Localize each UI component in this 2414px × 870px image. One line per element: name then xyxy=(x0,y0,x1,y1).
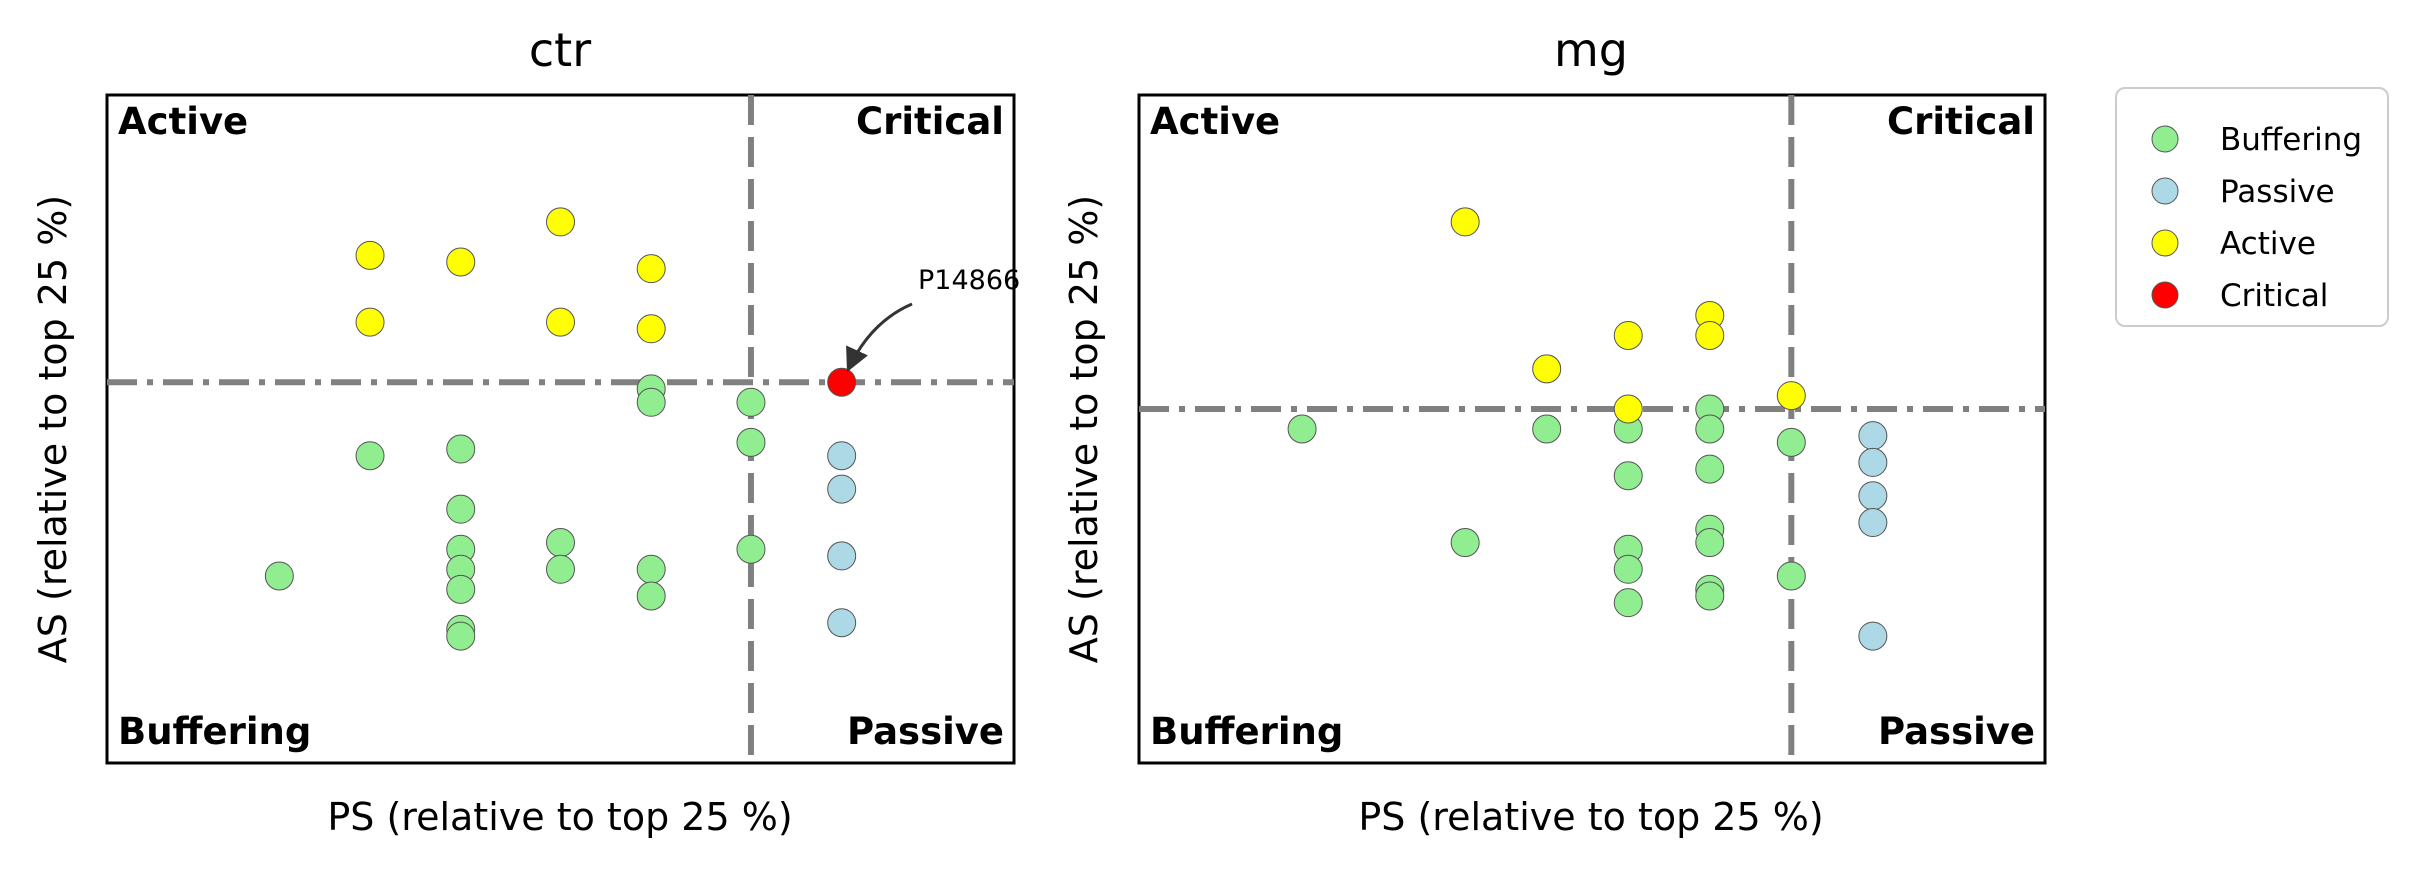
data-point-active xyxy=(355,307,385,337)
data-point-buffering xyxy=(546,554,575,584)
x-axis-label: PS (relative to top 25 %) xyxy=(327,795,792,839)
data-point-active xyxy=(1613,320,1643,350)
plot-frame xyxy=(105,93,1016,765)
legend-item-buffering: Buffering xyxy=(2151,122,2362,158)
data-point-buffering xyxy=(355,441,385,471)
panel-mg: mg Active Critical Buffering Passive PS … xyxy=(1062,23,2047,839)
quadrant-label-critical: Critical xyxy=(856,100,1004,143)
data-point-passive xyxy=(1858,447,1888,477)
data-point-active xyxy=(355,240,385,270)
legend-item-passive: Passive xyxy=(2151,174,2335,210)
chart-title: mg xyxy=(1554,23,1628,77)
legend-marker xyxy=(2151,177,2179,205)
data-point-active xyxy=(546,307,575,337)
quadrant-label-active: Active xyxy=(1150,100,1280,143)
points xyxy=(1287,207,1888,651)
legend-label: Active xyxy=(2220,226,2316,262)
data-point-passive xyxy=(827,608,857,638)
data-point-active xyxy=(1695,320,1725,350)
data-point-buffering xyxy=(1695,581,1725,611)
quadrant-label-passive: Passive xyxy=(847,710,1004,753)
quadrant-label-critical: Critical xyxy=(1887,100,2035,143)
chart-title: ctr xyxy=(529,23,591,77)
quadrant-label-passive: Passive xyxy=(1878,710,2035,753)
legend-marker xyxy=(2151,125,2179,153)
legend-item-critical: Critical xyxy=(2151,278,2328,314)
data-point-buffering xyxy=(1287,414,1317,444)
data-point-buffering xyxy=(1613,554,1643,584)
data-point-buffering xyxy=(446,574,476,604)
data-point-buffering xyxy=(1613,588,1643,618)
data-point-active xyxy=(636,254,666,284)
data-point-buffering xyxy=(1776,427,1806,457)
data-point-buffering xyxy=(636,554,666,584)
data-point-buffering xyxy=(1450,528,1480,558)
data-point-passive xyxy=(1858,481,1888,511)
data-point-buffering xyxy=(446,621,476,651)
data-point-buffering xyxy=(1695,528,1725,558)
legend: Buffering Passive Active Critical xyxy=(2115,87,2389,327)
threshold-lines xyxy=(1139,95,2045,763)
quadrant-label-buffering: Buffering xyxy=(1150,710,1343,753)
data-point-active xyxy=(636,314,666,344)
data-point-buffering xyxy=(1613,461,1643,491)
quadrant-label-active: Active xyxy=(118,100,248,143)
data-point-buffering xyxy=(264,561,294,591)
data-point-active xyxy=(546,207,575,237)
points xyxy=(264,207,857,651)
data-point-buffering xyxy=(736,427,766,457)
legend-label: Passive xyxy=(2220,174,2335,210)
quadrant-label-buffering: Buffering xyxy=(118,710,311,753)
data-point-buffering xyxy=(1776,561,1806,591)
data-point-buffering xyxy=(1532,414,1562,444)
data-point-buffering xyxy=(1695,414,1725,444)
data-point-buffering xyxy=(736,534,766,564)
data-point-passive xyxy=(827,474,857,504)
data-point-passive xyxy=(827,541,857,571)
data-point-buffering xyxy=(446,494,476,524)
data-point-passive xyxy=(1858,421,1888,451)
legend-item-active: Active xyxy=(2151,226,2316,262)
threshold-lines xyxy=(107,95,1014,763)
data-point-passive xyxy=(1858,508,1888,538)
y-axis-label: AS (relative to top 25 %) xyxy=(1062,195,1106,663)
data-point-active xyxy=(1776,381,1806,411)
data-point-active xyxy=(1532,354,1562,384)
legend-label: Buffering xyxy=(2220,122,2362,158)
legend-label: Critical xyxy=(2220,278,2328,314)
data-point-passive xyxy=(1858,621,1888,651)
panel-ctr: ctr Active Critical Buffering Passive P1… xyxy=(31,23,1020,839)
data-point-passive xyxy=(827,441,857,471)
x-axis-label: PS (relative to top 25 %) xyxy=(1358,795,1823,839)
data-point-buffering xyxy=(446,434,476,464)
legend-frame xyxy=(2115,87,2389,327)
data-point-critical xyxy=(827,367,857,397)
data-point-buffering xyxy=(1695,454,1725,484)
data-point-buffering xyxy=(546,528,575,558)
plot-frame xyxy=(1137,93,2047,765)
y-axis-label: AS (relative to top 25 %) xyxy=(31,195,75,663)
legend-marker xyxy=(2151,229,2179,257)
data-point-active xyxy=(446,247,476,277)
annotation-arrow xyxy=(846,302,913,373)
data-point-buffering xyxy=(736,387,766,417)
data-point-buffering xyxy=(636,581,666,611)
data-point-buffering xyxy=(636,387,666,417)
data-point-active xyxy=(1613,394,1643,424)
annotation-label: P14866 xyxy=(918,265,1020,296)
legend-marker xyxy=(2151,281,2179,309)
data-point-active xyxy=(1450,207,1480,237)
